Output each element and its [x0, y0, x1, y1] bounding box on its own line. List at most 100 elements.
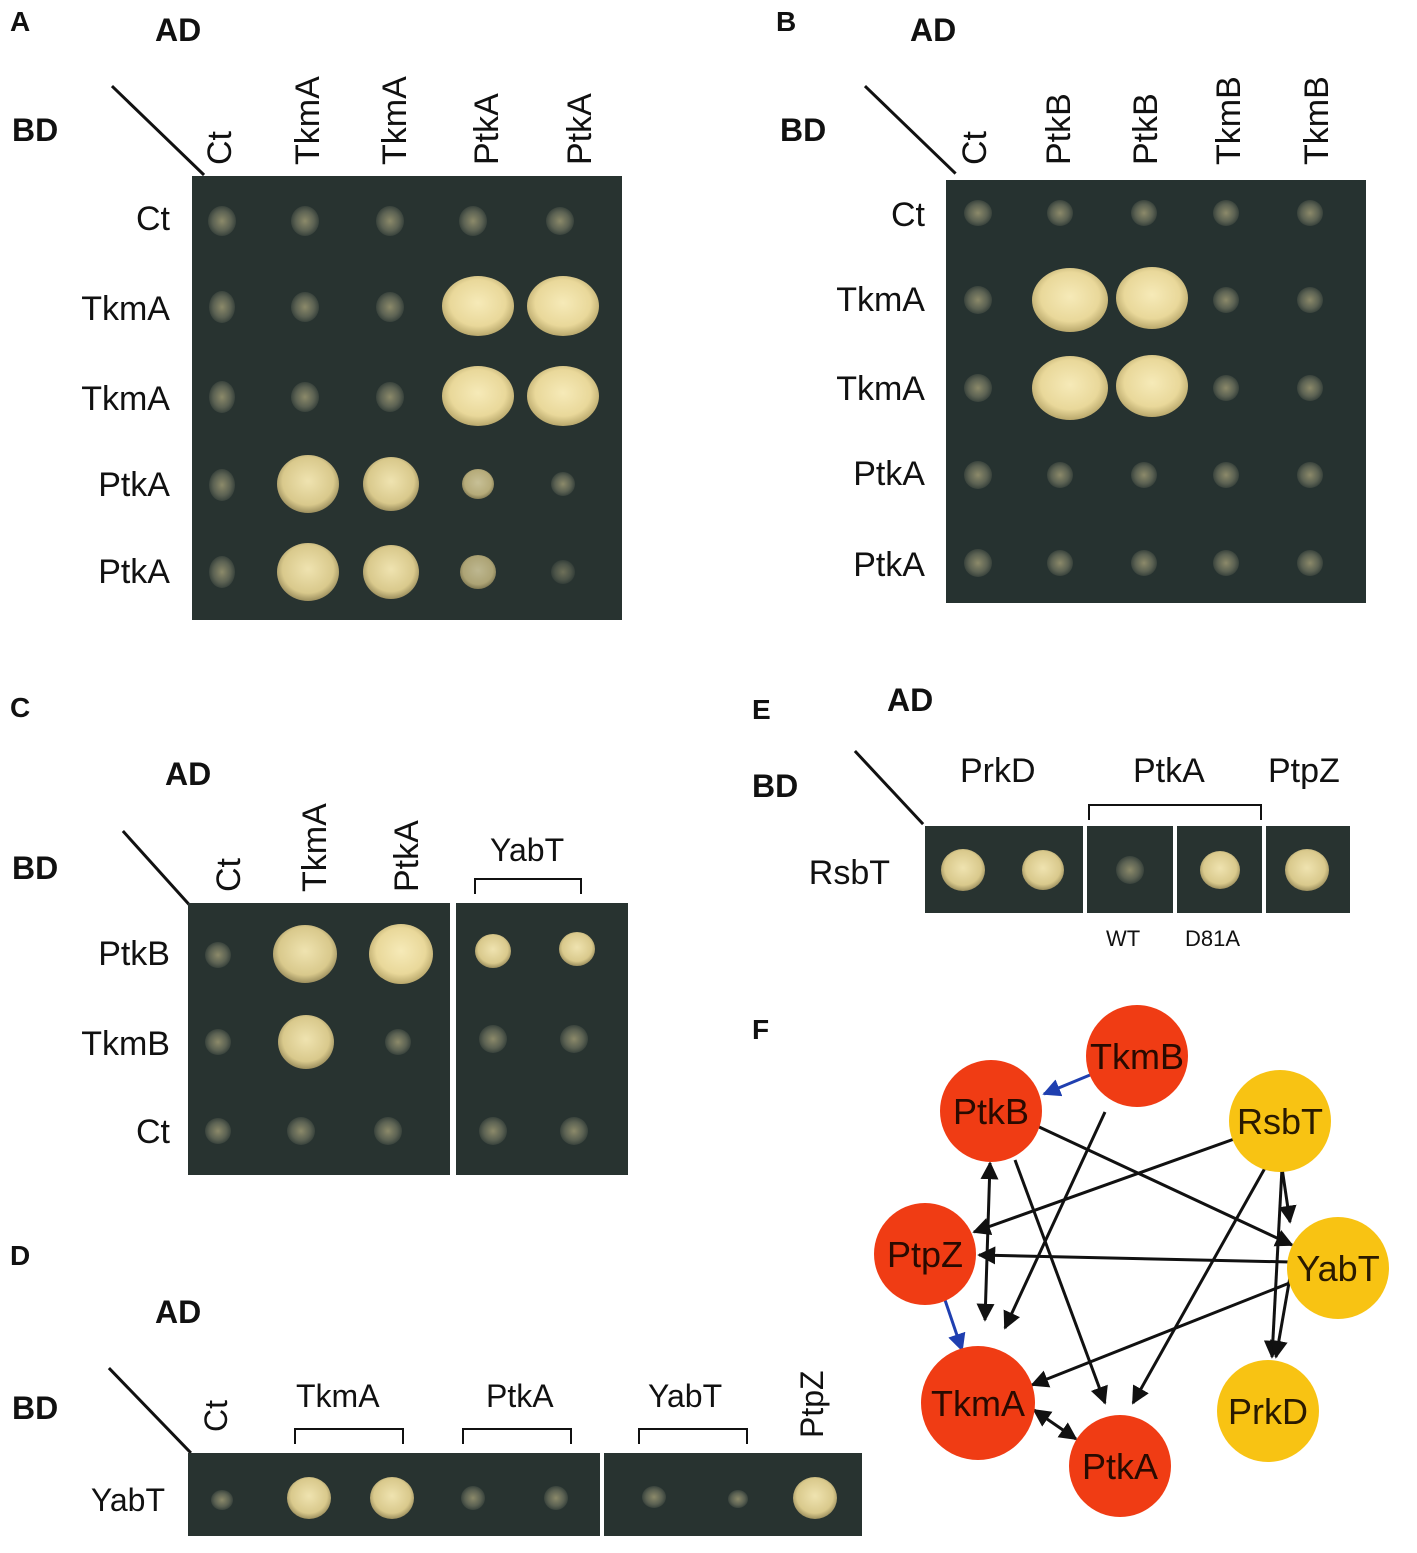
colony — [964, 461, 992, 489]
colony — [1213, 200, 1239, 226]
panel-e-group-1-label: PrkD — [960, 752, 1036, 790]
colony — [205, 1118, 231, 1144]
colony — [1213, 287, 1239, 313]
node-tkma-circle — [921, 1346, 1035, 1460]
colony — [1297, 550, 1323, 576]
panel-b-row-2: TkmA — [836, 281, 925, 319]
colony — [964, 200, 992, 226]
colony — [363, 457, 419, 511]
colony — [1297, 287, 1323, 313]
colony — [1032, 268, 1108, 332]
colony — [1297, 200, 1323, 226]
colony — [1032, 356, 1108, 420]
panel-e-row-1: RsbT — [808, 854, 890, 892]
panel-a-plate — [192, 176, 622, 620]
panel-b-ad-label: AD — [910, 12, 957, 48]
colony — [374, 1117, 402, 1145]
panel-b-letter: B — [776, 6, 797, 37]
node-rsbt-circle — [1229, 1070, 1331, 1172]
node-ptka-label: PtkA — [1082, 1446, 1158, 1487]
colony — [728, 1490, 748, 1508]
colony — [376, 382, 404, 412]
colony — [546, 207, 574, 235]
node-ptka-circle — [1069, 1415, 1171, 1517]
node-yabt-label: YabT — [1296, 1248, 1379, 1289]
panel-a-row-3: TkmA — [81, 380, 170, 418]
colony — [964, 374, 992, 402]
colony — [208, 206, 236, 236]
node-tkmb-circle — [1086, 1005, 1188, 1107]
panel-f-letter: F — [752, 1014, 770, 1045]
colony — [385, 1029, 411, 1055]
panel-b-plate — [946, 180, 1366, 603]
colony — [461, 1486, 485, 1510]
panel-a-letter: A — [10, 6, 31, 37]
panel-d-group-2-label: PtkA — [486, 1378, 554, 1414]
panel-e-plate-3 — [1177, 826, 1262, 913]
node-rsbt-label: RsbT — [1237, 1101, 1323, 1142]
node-ptpz-circle — [874, 1203, 976, 1305]
colony — [964, 549, 992, 577]
panel-e-colonies-1 — [941, 849, 1064, 891]
edge-tkmb-tkma — [1003, 1111, 1107, 1330]
panel-b-row-4: PtkA — [853, 455, 925, 493]
node-tkma-label: TkmA — [931, 1383, 1025, 1424]
edge-rsbt-yabt — [1278, 1167, 1297, 1224]
colony — [287, 1477, 331, 1519]
panel-d-group-2-bracket — [462, 1428, 572, 1444]
colony — [1047, 462, 1073, 488]
panel-c-ad-label: AD — [165, 756, 212, 792]
colony — [1213, 375, 1239, 401]
colony — [209, 381, 235, 413]
panel-a-row-1: Ct — [136, 200, 170, 238]
panel-b-colonies — [964, 200, 1323, 577]
colony — [964, 286, 992, 314]
colony — [205, 942, 231, 968]
colony — [793, 1477, 837, 1519]
colony — [291, 292, 319, 322]
edge-tkma-ptka — [1032, 1408, 1078, 1441]
colony — [205, 1029, 231, 1055]
colony — [551, 560, 575, 584]
colony — [1047, 550, 1073, 576]
panel-c-row-2: TkmB — [81, 1025, 170, 1063]
colony — [560, 1117, 588, 1145]
colony — [479, 1117, 507, 1145]
panel-c-row-3: Ct — [136, 1113, 170, 1151]
colony — [559, 932, 595, 966]
edge-ptkb-yabt — [1036, 1124, 1294, 1247]
node-ptkb-circle — [940, 1060, 1042, 1162]
colony — [1200, 851, 1240, 889]
colony — [941, 849, 985, 891]
panel-d-group-1-label: TkmA — [296, 1378, 380, 1414]
panel-c-bd-label: BD — [12, 850, 59, 886]
panel-d-colonies-right — [642, 1477, 837, 1519]
colony — [527, 366, 599, 426]
node-tkmb-label: TkmB — [1090, 1036, 1184, 1077]
colony — [376, 206, 404, 236]
colony — [369, 924, 433, 984]
panel-b-row-5: PtkA — [853, 546, 925, 584]
colony — [1116, 267, 1188, 329]
colony — [1116, 856, 1144, 884]
panel-e-colonies-2 — [1116, 856, 1144, 884]
panel-d-plate-left — [188, 1453, 600, 1536]
panel-b-row-1: Ct — [891, 196, 925, 234]
colony — [479, 1025, 507, 1053]
panel-d-group-3-bracket — [638, 1428, 748, 1444]
edge-rsbt-ptpz — [972, 1136, 1238, 1236]
panel-a-bd-label: BD — [12, 112, 59, 148]
panel-e-group-2-label: PtkA — [1133, 752, 1205, 790]
panel-e-colonies-3 — [1200, 851, 1240, 889]
edge-tkmb-ptkb — [1042, 1073, 1091, 1097]
colony — [209, 556, 235, 588]
colony — [278, 1015, 334, 1069]
edge-ptpz-tkma — [943, 1299, 966, 1352]
colony — [551, 472, 575, 496]
edge-ptkb-tkma — [976, 1161, 999, 1322]
node-ptpz-label: PtpZ — [887, 1234, 963, 1275]
panel-e-letter: E — [752, 694, 771, 725]
colony — [209, 291, 235, 323]
colony — [1116, 355, 1188, 417]
